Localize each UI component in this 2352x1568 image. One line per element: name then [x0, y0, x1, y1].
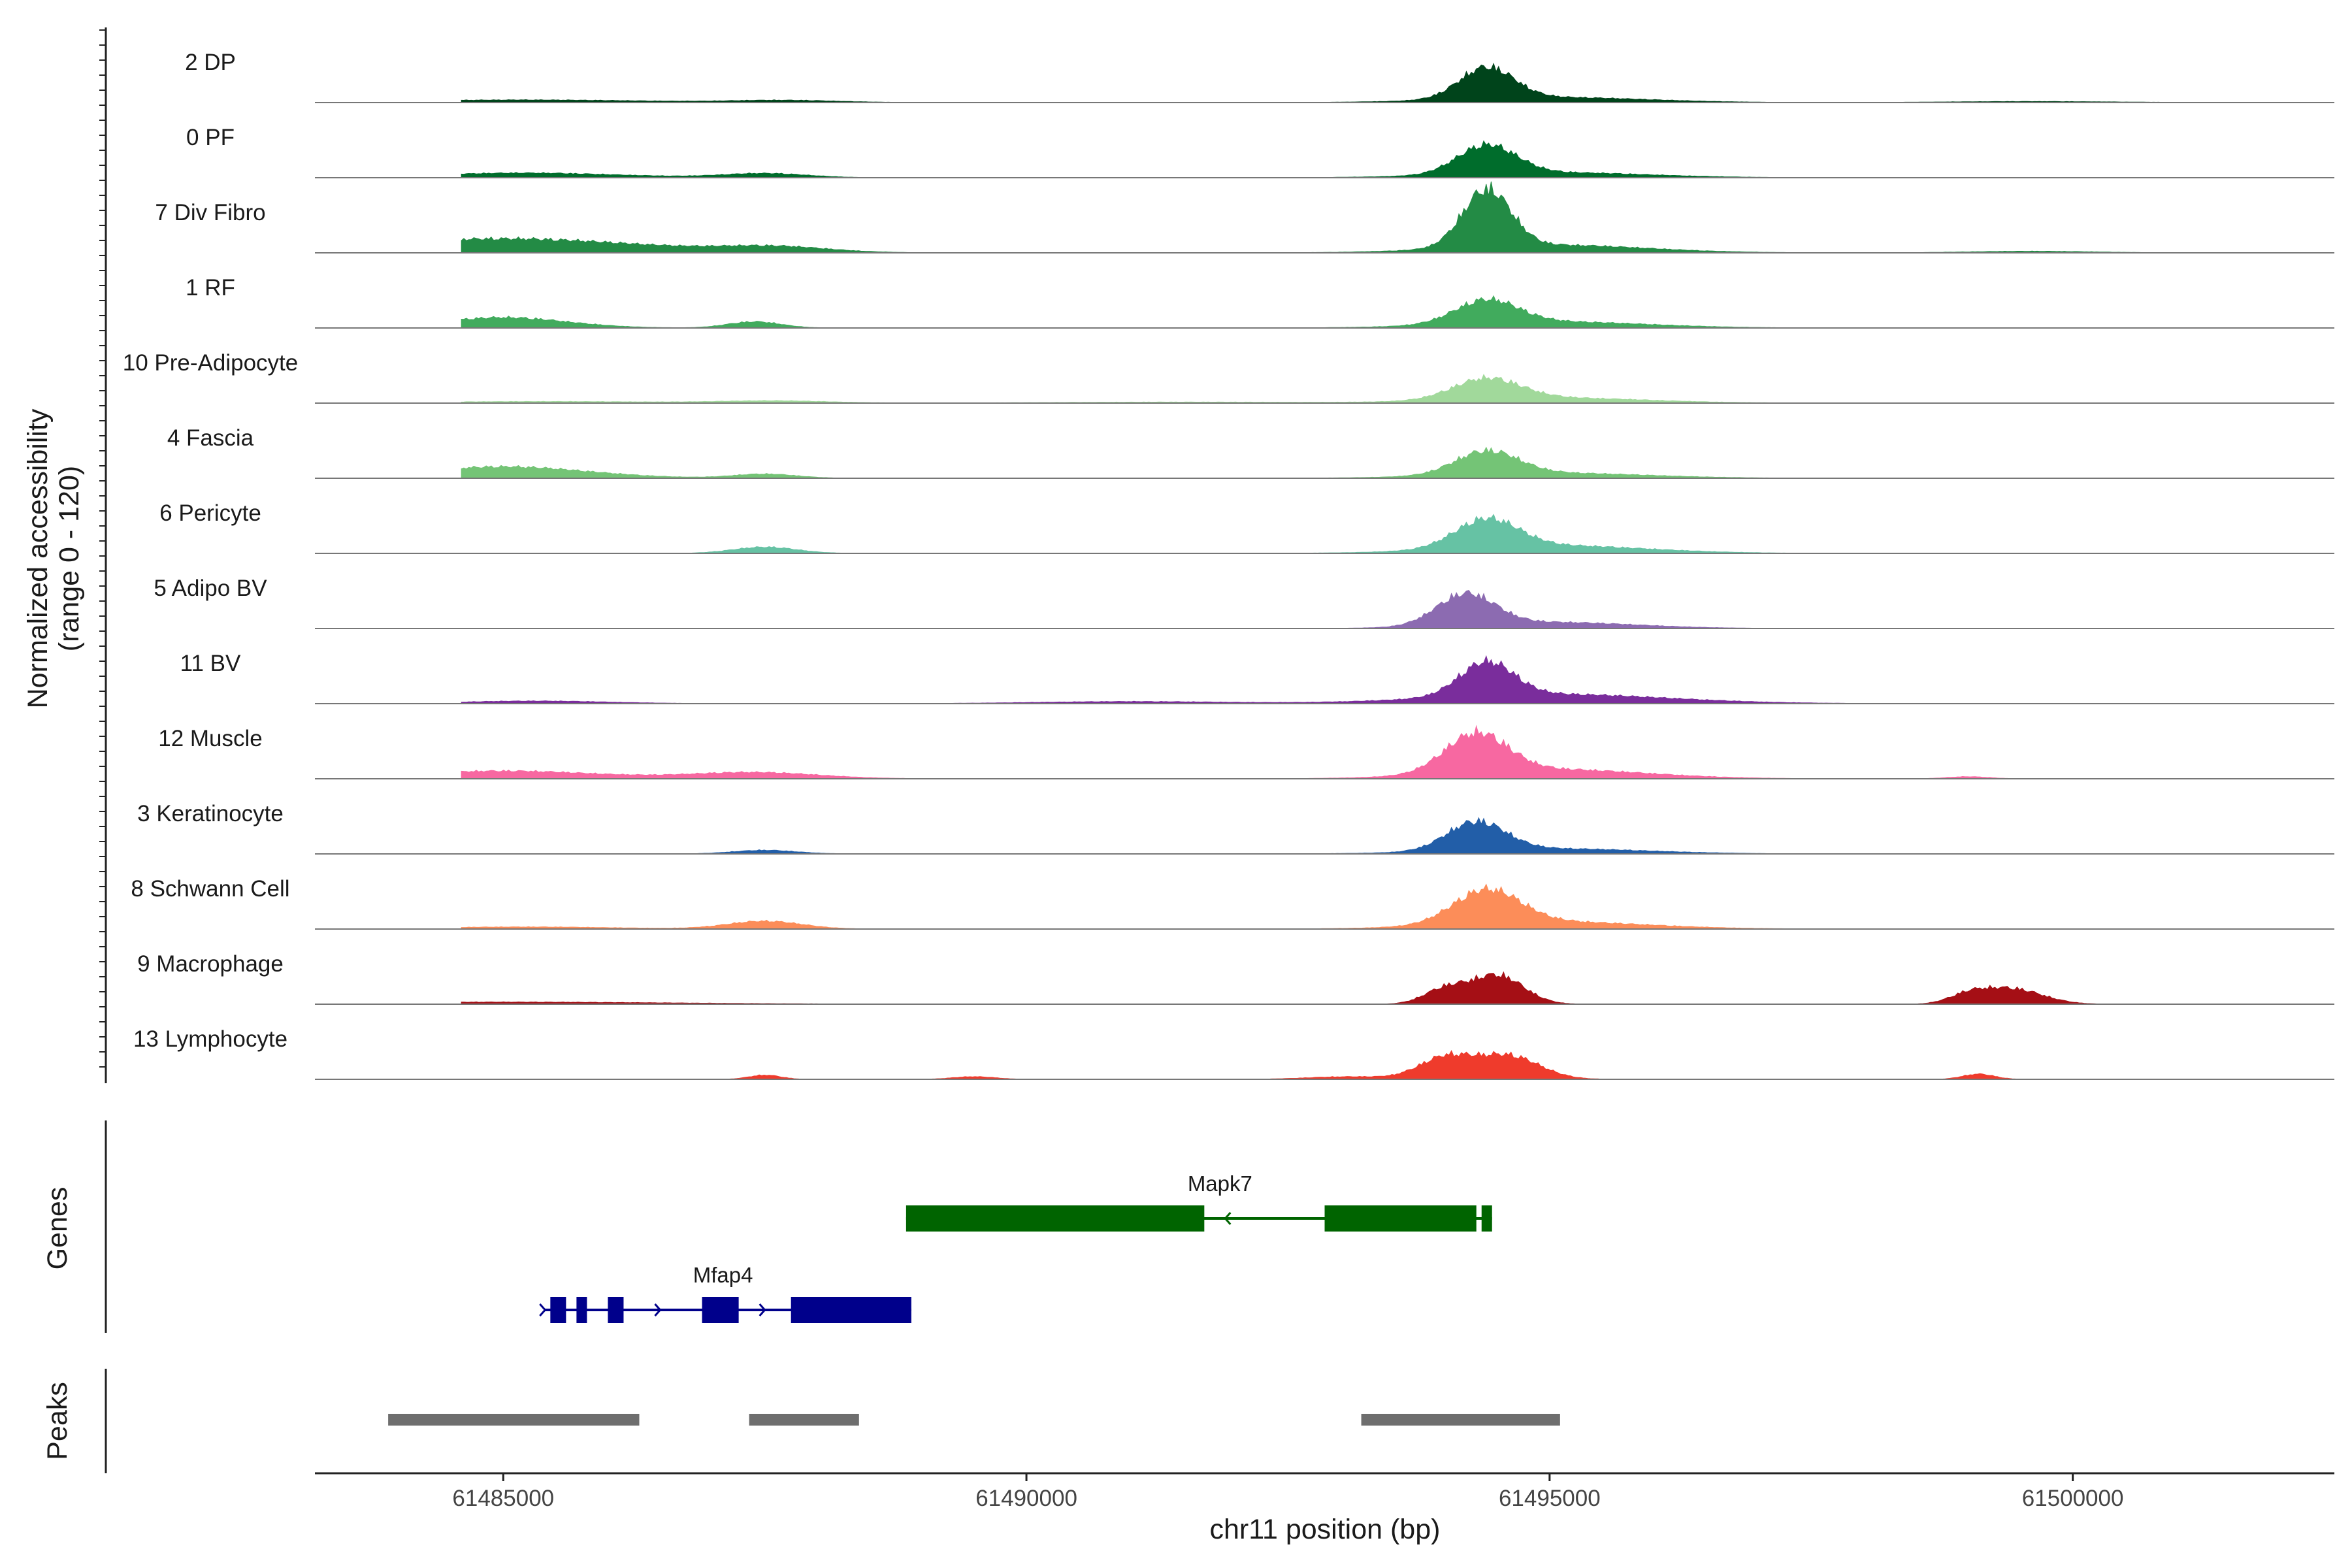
coverage-area [461, 725, 2198, 779]
track-label: 0 PF [186, 125, 235, 150]
x-tick-label: 61495000 [1499, 1486, 1601, 1511]
gene-exon [550, 1297, 566, 1323]
peaks-panel-label: Peaks [42, 1382, 73, 1460]
gene-annotations: Mapk7 Mfap4 [539, 1171, 1492, 1323]
x-tick-label: 61485000 [452, 1486, 554, 1511]
coverage-area [461, 140, 2198, 178]
track-label: 1 RF [186, 275, 235, 301]
track-label: 6 Pericyte [159, 500, 261, 526]
coverage-area [461, 295, 2198, 329]
coverage-area [461, 971, 2198, 1005]
track-3: 7 Div Fibro [155, 181, 2334, 253]
track-1: 2 DP [185, 50, 2334, 103]
strand-arrow [1224, 1212, 1232, 1225]
coverage-area [461, 62, 2199, 103]
track-label: 3 Keratinocyte [137, 801, 284, 826]
coverage-area [461, 446, 2198, 479]
track-10: 12 Muscle [158, 725, 2334, 779]
track-label: 10 Pre-Adipocyte [123, 350, 298, 376]
track-13: 9 Macrophage [137, 951, 2334, 1005]
strand-arrow [654, 1303, 662, 1316]
coverage-area [461, 1050, 2198, 1080]
track-6: 4 Fascia [167, 425, 2334, 479]
track-2: 0 PF [186, 125, 2334, 178]
track-4: 1 RF [186, 275, 2334, 329]
peak-region-1 [388, 1414, 640, 1426]
coverage-y-axis-ticks [99, 29, 106, 1068]
gene-exon [791, 1297, 911, 1323]
gene-exon [702, 1297, 739, 1323]
gene-exon [1324, 1205, 1477, 1232]
track-label: 5 Adipo BV [154, 576, 267, 601]
track-label: 13 Lymphocyte [133, 1026, 287, 1052]
peak-region-3 [1361, 1414, 1560, 1426]
coverage-area [461, 374, 2198, 404]
y-axis-title-line-1: Normalized accessibility [22, 408, 54, 708]
peak-regions [388, 1414, 1560, 1426]
x-axis-title: chr11 position (bp) [1210, 1514, 1441, 1545]
gene-exon [576, 1297, 587, 1323]
track-7: 6 Pericyte [159, 500, 2334, 554]
gene-mapk7: Mapk7 [906, 1171, 1492, 1232]
track-label: 11 BV [180, 651, 241, 676]
gene-exon [608, 1297, 624, 1323]
coverage-area [461, 514, 2198, 554]
strand-arrow [759, 1303, 766, 1316]
track-label: 9 Macrophage [137, 951, 284, 977]
gene-mfap4: Mfap4 [539, 1263, 911, 1323]
coverage-tracks: 2 DP 0 PF 7 Div Fibro 1 RF 10 Pre-Adipocyte 4… [123, 50, 2334, 1080]
coverage-area [461, 181, 2199, 253]
gene-exon [1481, 1205, 1492, 1232]
x-tick-label: 61490000 [975, 1486, 1077, 1511]
track-12: 8 Schwann Cell [131, 876, 2334, 930]
track-label: 4 Fascia [167, 425, 254, 451]
track-14: 13 Lymphocyte [133, 1026, 2334, 1080]
track-11: 3 Keratinocyte [137, 801, 2334, 855]
peak-region-2 [749, 1414, 859, 1426]
strand-arrow [539, 1303, 547, 1316]
gene-exon [906, 1205, 1205, 1232]
coverage-area [461, 655, 2198, 704]
track-5: 10 Pre-Adipocyte [123, 350, 2334, 404]
track-8: 5 Adipo BV [154, 576, 2334, 629]
y-axis-title-line-2: (range 0 - 120) [54, 466, 85, 651]
coverage-area [461, 590, 2198, 629]
track-9: 11 BV [180, 651, 2334, 704]
track-label: 8 Schwann Cell [131, 876, 289, 902]
gene-name-label: Mapk7 [1188, 1171, 1252, 1196]
track-label: 7 Div Fibro [155, 200, 265, 225]
track-label: 12 Muscle [158, 726, 263, 751]
track-label: 2 DP [185, 50, 236, 75]
x-tick-label: 61500000 [2022, 1486, 2124, 1511]
coverage-area [461, 883, 2198, 930]
x-axis-ticks: 61485000 61490000 61495000 61500000 [452, 1473, 2123, 1511]
genes-panel-label: Genes [42, 1187, 73, 1270]
coverage-area [461, 817, 2198, 855]
gene-name-label: Mfap4 [693, 1263, 753, 1287]
